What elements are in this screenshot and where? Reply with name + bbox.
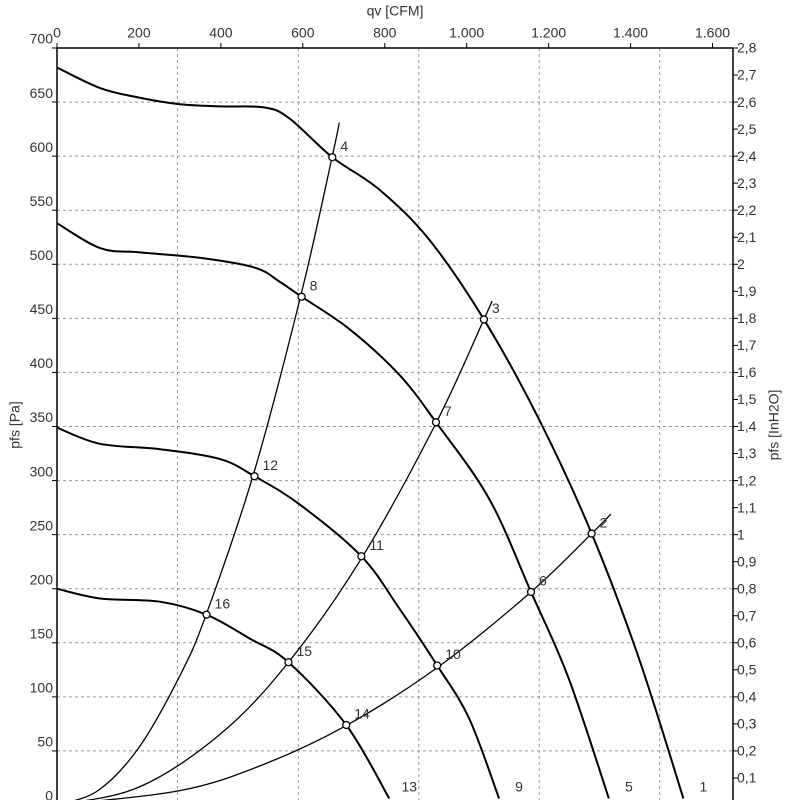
y2-tick-label: 2,7	[737, 67, 757, 83]
y2-tick-label: 0,1	[737, 770, 757, 786]
y-tick-label: 150	[30, 625, 54, 641]
y2-tick-label: 0,7	[737, 607, 757, 623]
y-tick-label: 450	[30, 301, 54, 317]
point-label: 16	[215, 595, 231, 611]
y2-tick-label: 0,5	[737, 662, 757, 678]
y-tick-label: 250	[30, 517, 54, 533]
y-tick-label: 550	[30, 193, 54, 209]
point-label: 3	[492, 300, 500, 316]
point-label: 14	[354, 706, 370, 722]
y2-tick-label: 1,6	[737, 364, 757, 380]
curve-label: 9	[515, 779, 523, 795]
point-label: 8	[310, 277, 318, 293]
y-tick-label: 300	[30, 463, 54, 479]
point-label: 12	[262, 457, 278, 473]
operating-point	[479, 315, 489, 324]
y2-tick-label: 1,7	[737, 337, 757, 353]
y2-tick-label: 2,1	[737, 229, 757, 245]
curve-label: 5	[625, 779, 633, 795]
point-label: 15	[296, 643, 312, 659]
y-tick-label: 0	[45, 788, 53, 800]
y-tick-label: 50	[37, 734, 53, 750]
y2-tick-label: 2,4	[737, 148, 757, 164]
y2-tick-label: 2	[737, 256, 745, 272]
y2-tick-label: 1,8	[737, 310, 757, 326]
y-axis-title: pfs [Pa]	[7, 401, 23, 448]
y2-tick-label: 2,2	[737, 202, 757, 218]
y2-tick-label: 0,3	[737, 716, 757, 732]
y2-tick-label: 1,4	[737, 418, 757, 434]
operating-point	[431, 418, 441, 427]
system-curve	[100, 513, 612, 800]
y-tick-label: 100	[30, 680, 54, 696]
y2-tick-label: 2,3	[737, 175, 757, 191]
fan-curve	[56, 222, 610, 799]
y2-tick-label: 2,8	[737, 40, 757, 56]
y2-tick-label: 0,6	[737, 634, 757, 650]
x-tick-label: 600	[291, 25, 315, 41]
x-axis-title: qv [CFM]	[367, 3, 424, 19]
x-tick-label: 200	[127, 25, 151, 41]
point-label: 4	[340, 138, 348, 154]
point-label: 11	[369, 537, 384, 553]
y2-tick-label: 1,1	[737, 499, 757, 515]
y2-tick-label: 1	[737, 526, 745, 542]
system-curve	[74, 122, 340, 800]
y-tick-label: 200	[30, 571, 54, 587]
system-curve	[85, 300, 493, 800]
y-tick-label: 700	[30, 31, 54, 47]
operating-point	[433, 661, 442, 670]
y2-tick-label: 0,4	[737, 689, 757, 705]
y2-tick-label: 1,5	[737, 391, 757, 407]
operating-point	[202, 610, 211, 619]
y2-tick-label: 2,5	[737, 121, 757, 137]
y-tick-label: 500	[30, 247, 54, 263]
y-tick-label: 400	[30, 355, 54, 371]
operating-point	[328, 153, 337, 162]
x-tick-label: 0	[53, 25, 61, 41]
operating-point	[250, 472, 259, 481]
y2-tick-label: 1,3	[737, 445, 757, 461]
operating-point	[284, 658, 293, 667]
operating-point	[587, 529, 596, 538]
y-tick-label: 600	[30, 139, 54, 155]
y2-tick-label: 0,2	[737, 743, 757, 759]
curve-label: 13	[401, 779, 417, 795]
y2-tick-label: 2,6	[737, 94, 757, 110]
y2-axis-title: pfs [InH2O]	[766, 390, 782, 461]
operating-point	[357, 552, 366, 561]
y-tick-label: 650	[30, 85, 54, 101]
x-tick-label: 1.600	[695, 25, 730, 41]
x-tick-label: 400	[209, 25, 233, 41]
y2-tick-label: 0,8	[737, 580, 757, 596]
y2-tick-label: 0,9	[737, 553, 757, 569]
x-tick-label: 1.000	[449, 25, 484, 41]
x-tick-label: 1.400	[613, 25, 648, 41]
point-label: 2	[600, 514, 608, 530]
operating-point	[297, 292, 306, 301]
curve-label: 1	[700, 779, 708, 795]
operating-point	[342, 720, 351, 730]
y-tick-label: 350	[30, 409, 54, 425]
point-label: 6	[539, 573, 547, 589]
operating-point	[526, 587, 536, 597]
point-label: 7	[444, 403, 452, 419]
x-tick-label: 1.200	[531, 25, 566, 41]
y2-tick-label: 1,2	[737, 472, 757, 488]
fan-curve	[56, 426, 500, 799]
y2-tick-label: 1,9	[737, 283, 757, 299]
x-tick-label: 800	[373, 25, 397, 41]
point-label: 10	[445, 646, 461, 662]
fan-curve	[56, 66, 685, 799]
